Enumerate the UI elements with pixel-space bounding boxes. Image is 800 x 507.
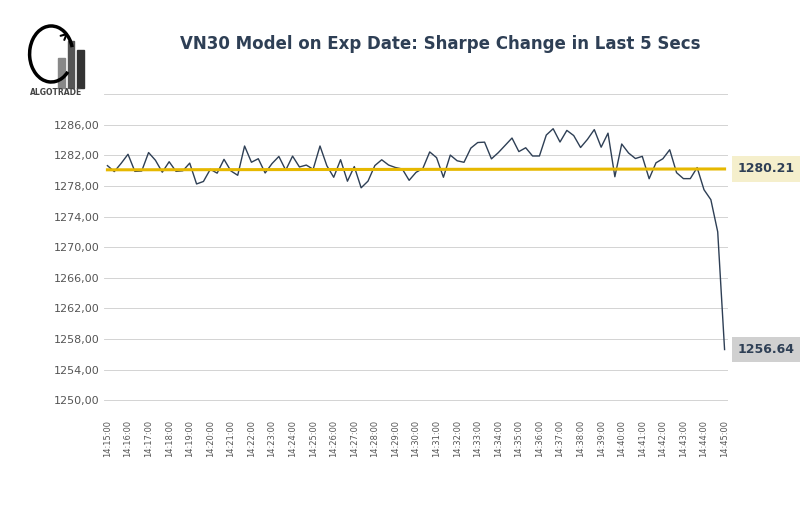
Text: 1280.21: 1280.21 xyxy=(738,162,794,175)
Text: 1256.64: 1256.64 xyxy=(738,343,794,356)
Bar xyxy=(77,50,84,88)
Text: VN30 Model on Exp Date: Sharpe Change in Last 5 Secs: VN30 Model on Exp Date: Sharpe Change in… xyxy=(180,35,700,54)
Bar xyxy=(58,58,65,88)
Text: ALGOTRADE: ALGOTRADE xyxy=(30,88,82,97)
Bar xyxy=(67,41,74,88)
